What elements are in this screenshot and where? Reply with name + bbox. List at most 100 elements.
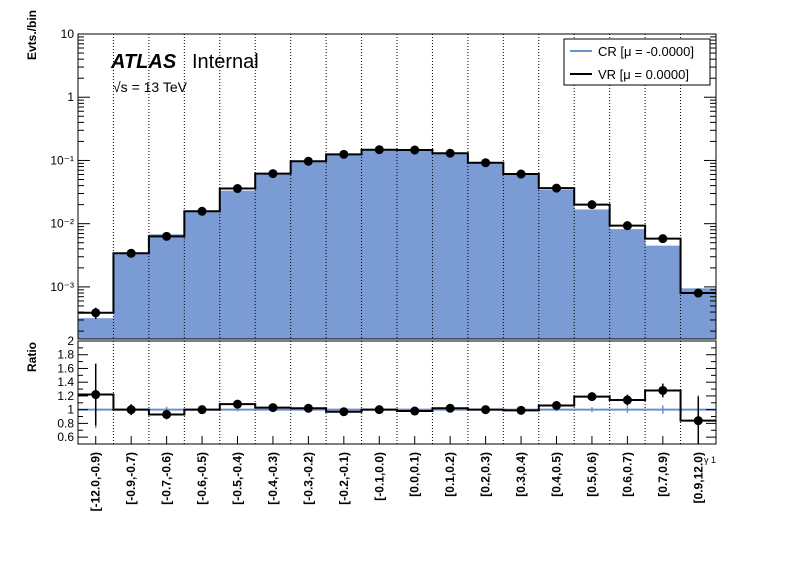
x-tick-label-3: [-0.6,-0.5) (195, 452, 209, 505)
cr-bar-9 (397, 149, 433, 339)
x-tick-label-0: [-12.0,-0.9) (89, 452, 103, 511)
x-tick-label-4: [-0.5,-0.4) (231, 452, 245, 505)
vr-point-13 (552, 183, 561, 193)
ratio-point-3 (197, 405, 207, 415)
vr-point-2 (162, 231, 172, 241)
vr-point-15 (622, 221, 632, 231)
vr-point-4 (233, 184, 242, 194)
ratio-ytick-label-1: 0.8 (57, 416, 74, 430)
x-axis-corner-label: γ 1 (704, 455, 716, 465)
ratio-point-7 (339, 407, 349, 417)
ratio-point-14 (587, 392, 597, 402)
x-tick-label-11: [0.2,0.3) (479, 452, 493, 497)
ratio-point-11 (481, 405, 491, 415)
ratio-point-12 (516, 405, 526, 415)
cr-bar-6 (290, 161, 327, 339)
ratio-y-axis-title: Ratio (25, 342, 39, 372)
vr-point-3 (197, 206, 207, 216)
ratio-ytick-label-7: 2 (67, 334, 74, 348)
cr-bar-3 (184, 211, 221, 339)
vr-point-6 (303, 156, 313, 166)
ratio-point-2 (162, 409, 172, 419)
cr-bar-4 (219, 190, 256, 339)
ratio-step-line (78, 389, 716, 422)
x-tick-label-7: [-0.2,-0.1) (337, 452, 351, 505)
legend-cr-label: CR [μ = -0.0000] (598, 44, 694, 59)
cr-bar-7 (326, 153, 363, 339)
x-tick-label-9: [0.0,0.1) (408, 452, 422, 497)
ratio-ytick-label-3: 1.2 (57, 389, 74, 403)
cr-bar-5 (255, 174, 292, 339)
main-ytick-label-1: 1 (67, 90, 74, 104)
x-tick-label-15: [0.6,0.7) (620, 452, 634, 497)
vr-point-1 (126, 248, 136, 258)
ratio-pad: 0.60.811.21.41.61.82 (57, 334, 717, 445)
ratio-ytick-label-6: 1.8 (57, 348, 74, 362)
cr-bar-0 (78, 318, 114, 339)
main-ytick-label-3: 10⁻² (50, 217, 74, 231)
ratio-point-10 (445, 403, 455, 413)
cr-bar-2 (148, 234, 185, 339)
vr-point-12 (516, 169, 526, 179)
ratio-point-13 (552, 401, 561, 411)
x-tick-label-8: [-0.1,0.0) (372, 452, 386, 501)
vr-point-16 (658, 234, 668, 244)
ratio-point-17 (693, 416, 703, 426)
vr-point-17 (693, 288, 703, 298)
main-ytick-label-2: 10⁻¹ (50, 153, 74, 167)
ratio-point-9 (410, 406, 420, 416)
cr-bar-12 (503, 173, 540, 339)
experiment-label: ATLAS (110, 51, 177, 73)
ratio-ytick-label-2: 1 (67, 403, 74, 417)
vr-point-5 (268, 169, 278, 179)
cr-bar-14 (574, 209, 611, 339)
vr-point-14 (587, 200, 597, 210)
x-tick-label-16: [0.7,0.9) (656, 452, 670, 497)
main-ytick-label-4: 10⁻³ (50, 280, 74, 294)
x-tick-label-5: [-0.4,-0.3) (266, 452, 280, 505)
vr-point-9 (410, 145, 420, 155)
status-label: Internal (192, 51, 259, 73)
main-pad: 10 1 10⁻¹ 10⁻² 10⁻³ (50, 27, 717, 340)
main-y-axis-title: Evts./bin (25, 10, 39, 60)
x-tick-label-1: [-0.9,-0.7) (124, 452, 138, 505)
x-tick-label-14: [0.5,0.6) (585, 452, 599, 497)
cr-bar-16 (645, 245, 682, 339)
legend-vr-label: VR [μ = 0.0000] (598, 67, 689, 82)
ratio-point-5 (268, 403, 278, 413)
x-tick-label-17: [0.9,12.0) (691, 452, 705, 503)
ratio-ytick-label-0: 0.6 (57, 430, 74, 444)
main-frame (77, 33, 717, 340)
ratio-ytick-label-5: 1.6 (57, 361, 74, 375)
main-ytick-label-0: 10 (61, 27, 75, 41)
x-tick-label-2: [-0.7,-0.6) (160, 452, 174, 505)
cr-bar-15 (609, 229, 646, 339)
ratio-point-15 (622, 395, 632, 405)
vr-step-line (78, 148, 716, 314)
ratio-frame (77, 340, 717, 445)
x-tick-label-12: [0.3,0.4) (514, 452, 528, 497)
x-tick-label-6: [-0.3,-0.2) (301, 452, 315, 505)
ratio-point-6 (303, 403, 313, 413)
vr-point-8 (374, 145, 384, 155)
vr-point-0 (91, 308, 101, 318)
cr-bar-1 (113, 253, 150, 339)
vr-point-7 (339, 149, 349, 159)
ratio-point-16 (658, 385, 668, 395)
cr-bar-11 (467, 162, 504, 339)
ratio-point-0 (91, 390, 101, 400)
x-tick-label-13: [0.4,0.5) (550, 452, 564, 497)
x-tick-labels: [-12.0,-0.9) [-0.9,-0.7) [-0.7,-0.6) [-0.6,… (89, 452, 706, 511)
vr-point-10 (445, 148, 455, 158)
ratio-point-4 (233, 399, 242, 409)
ratio-ytick-label-4: 1.4 (57, 375, 74, 389)
x-tick-label-10: [0.1,0.2) (443, 452, 457, 497)
cr-bar-10 (432, 153, 469, 339)
legend: CR [μ = -0.0000] VR [μ = 0.0000] (563, 38, 711, 86)
energy-label: √s = 13 TeV (113, 79, 188, 95)
cr-bar-13 (538, 189, 575, 339)
vr-point-11 (481, 158, 491, 168)
cr-bar-8 (361, 149, 398, 339)
ratio-point-8 (374, 405, 384, 415)
